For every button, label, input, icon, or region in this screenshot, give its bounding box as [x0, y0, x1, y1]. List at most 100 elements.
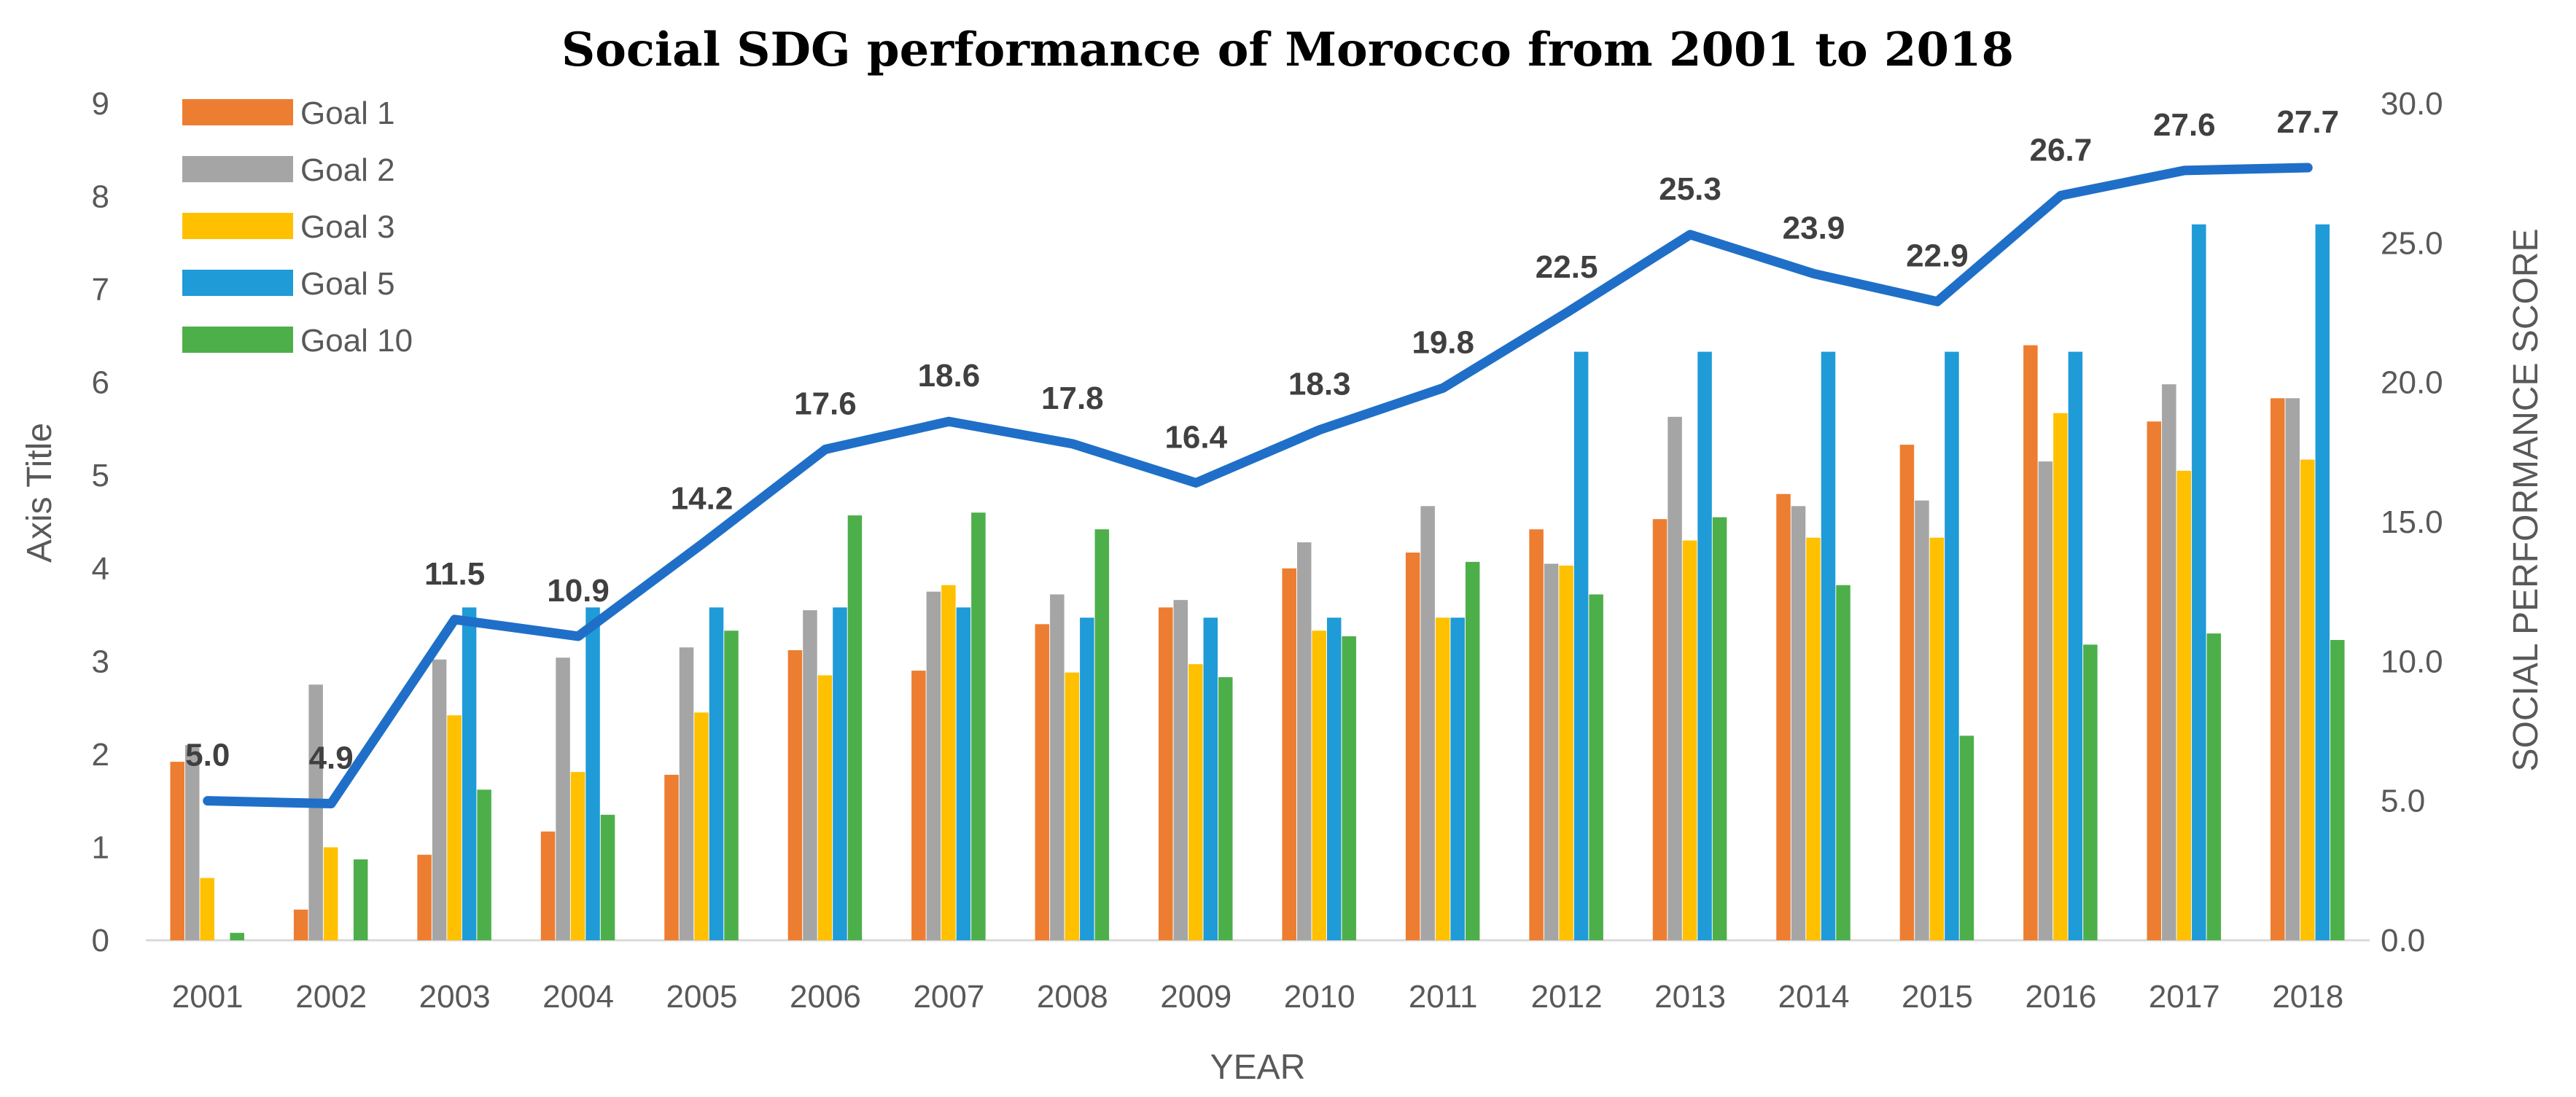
bar	[694, 712, 709, 940]
data-label: 27.6	[2153, 107, 2216, 143]
x-tick-label: 2017	[2149, 979, 2220, 1015]
bar	[1094, 529, 1110, 940]
legend-swatch	[182, 156, 293, 182]
bar	[2053, 413, 2068, 940]
bar	[1435, 617, 1450, 940]
bar	[1668, 416, 1682, 940]
bar	[353, 859, 368, 940]
bar	[1959, 735, 1974, 940]
bar	[1589, 594, 1603, 940]
bar	[230, 932, 244, 940]
y-tick-label: 2	[92, 737, 109, 773]
y2-tick-label: 15.0	[2381, 504, 2443, 540]
legend-label: Goal 10	[300, 323, 413, 359]
data-label: 25.3	[1659, 171, 1721, 207]
bar	[1203, 617, 1218, 940]
legend-swatch	[182, 99, 293, 125]
right-axis: 0.0 5.0 10.0 15.0 20.0 25.0 30.0	[2381, 86, 2443, 959]
data-label: 22.9	[1906, 238, 1969, 274]
bar	[1544, 563, 1559, 940]
x-tick-label: 2010	[1284, 979, 1355, 1015]
bar	[1836, 585, 1851, 940]
score-line	[203, 163, 2313, 808]
bar	[417, 854, 432, 940]
data-label: 16.4	[1164, 419, 1227, 455]
bar	[570, 772, 585, 940]
bar	[709, 607, 724, 940]
y2-tick-label: 5.0	[2381, 784, 2425, 819]
bar	[1791, 506, 1806, 940]
y-tick-label: 8	[92, 179, 109, 215]
chart-title: Social SDG performance of Morocco from 2…	[561, 23, 2014, 77]
bar	[2192, 224, 2206, 940]
bar	[971, 512, 986, 940]
bar	[2176, 470, 2192, 940]
bar	[2023, 345, 2038, 941]
legend-label: Goal 2	[300, 152, 395, 188]
bar	[941, 585, 956, 940]
left-axis: 0 1 2 3 4 5 6 7 8 9	[92, 86, 109, 959]
data-label: 22.5	[1536, 249, 1598, 285]
bar	[1342, 636, 1356, 940]
bar	[1776, 493, 1791, 940]
y-axis-label: Axis Title	[20, 423, 59, 563]
bar	[1326, 617, 1342, 940]
y2-axis-label: SOCIAL PERFORMANCE SCORE	[2507, 228, 2545, 771]
bar	[1312, 631, 1326, 940]
y-tick-label: 5	[92, 458, 109, 493]
bar	[1465, 561, 1480, 940]
x-tick-label: 2004	[542, 979, 614, 1015]
bar	[1652, 519, 1668, 940]
bar	[2083, 644, 2098, 940]
data-label: 17.8	[1041, 380, 1104, 416]
y2-tick-label: 10.0	[2381, 644, 2443, 679]
bar	[170, 762, 184, 940]
bar	[2068, 351, 2083, 940]
bar	[1173, 600, 1188, 940]
y2-tick-label: 0.0	[2381, 923, 2425, 959]
bar	[1282, 568, 1296, 940]
bar	[1915, 500, 1929, 940]
bar	[2330, 639, 2345, 940]
y-tick-label: 4	[92, 551, 109, 587]
bar	[817, 675, 833, 940]
x-tick-label: 2006	[790, 979, 861, 1015]
bar	[1296, 542, 1312, 940]
data-label: 17.6	[794, 386, 857, 422]
x-tick-label: 2003	[419, 979, 491, 1015]
legend-label: Goal 5	[300, 266, 395, 302]
x-tick-label: 2015	[1902, 979, 1973, 1015]
bar	[585, 607, 600, 940]
bar	[1050, 594, 1065, 940]
bar	[2162, 384, 2176, 940]
x-axis-label: YEAR	[1210, 1048, 1306, 1087]
bar	[1080, 617, 1094, 940]
bar	[308, 684, 323, 940]
data-label: 18.3	[1288, 367, 1351, 402]
legend-swatch	[182, 213, 293, 239]
data-label: 23.9	[1783, 210, 1845, 246]
data-label: 18.6	[918, 358, 981, 394]
bar	[432, 659, 447, 940]
y-tick-label: 0	[92, 923, 109, 959]
bar	[2206, 633, 2222, 940]
bar	[1559, 565, 1573, 940]
bar	[600, 814, 615, 940]
data-label: 10.9	[547, 573, 610, 609]
y2-tick-label: 25.0	[2381, 225, 2443, 261]
bar	[1450, 617, 1465, 940]
bar	[184, 745, 200, 940]
bar	[1188, 664, 1203, 940]
y-tick-label: 6	[92, 365, 109, 401]
x-tick-label: 2007	[913, 979, 984, 1015]
y2-tick-label: 30.0	[2381, 86, 2443, 122]
bar	[1821, 351, 1836, 940]
bar	[1806, 537, 1821, 940]
bar	[787, 650, 803, 940]
bar	[803, 610, 817, 940]
bar	[1697, 351, 1712, 940]
bar	[1218, 677, 1233, 940]
bar	[2285, 398, 2300, 940]
